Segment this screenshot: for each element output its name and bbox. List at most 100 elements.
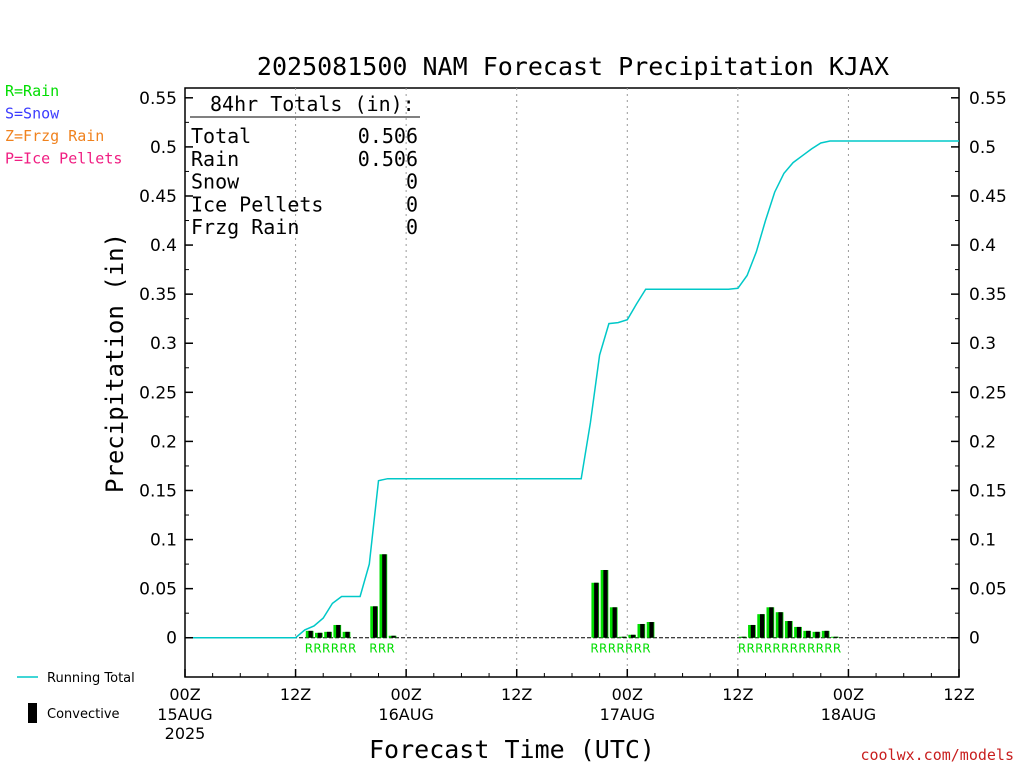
- y-tick-label-left: 0.05: [139, 580, 177, 600]
- chart-title: 2025081500 NAM Forecast Precipitation KJ…: [257, 52, 889, 81]
- x-tick-label: 12Z: [501, 685, 532, 704]
- x-tick-label: 12Z: [280, 685, 311, 704]
- x-tick-date: 17AUG: [600, 705, 655, 724]
- convective-bar: [308, 630, 313, 638]
- convective-bar: [806, 630, 811, 638]
- y-tick-label-right: 0.1: [969, 531, 996, 551]
- convective-bar: [603, 569, 608, 638]
- y-tick-label-right: 0.2: [969, 432, 996, 452]
- convective-bar: [630, 634, 636, 638]
- running-total-line: [185, 140, 959, 639]
- convective-bar: [372, 606, 378, 638]
- x-axis-title: Forecast Time (UTC): [369, 735, 655, 764]
- ptype-labels: RRRRRR RRR RRRRRRR RRRRRRRRRRRR: [305, 642, 842, 656]
- totals-row-value: 0: [406, 215, 418, 239]
- convective-bar: [382, 554, 387, 638]
- convective-bar: [612, 607, 617, 638]
- convective-legend-swatch: [28, 703, 37, 723]
- y-tick-label-right: 0.4: [969, 236, 996, 256]
- y-tick-label-left: 0.1: [150, 531, 177, 551]
- totals-heading: 84hr Totals (in):: [210, 92, 415, 116]
- convective-bar: [750, 624, 756, 638]
- convective-bar: [759, 614, 765, 638]
- y-tick-label-right: 0.15: [969, 481, 1007, 501]
- ptype-label-group: RRRRRRR: [590, 642, 650, 656]
- convective-bar: [649, 622, 654, 638]
- convective-bar: [621, 636, 627, 638]
- ptype-legend-item: Z=Frzg Rain: [5, 127, 104, 145]
- precip-bars: [305, 554, 839, 638]
- plot-frame: [184, 87, 960, 678]
- totals-row-label: Snow: [191, 170, 240, 194]
- convective-bar: [778, 612, 783, 638]
- ptype-legend-item: R=Rain: [5, 82, 59, 100]
- y-tick-label-right: 0.25: [969, 383, 1007, 403]
- convective-bar: [787, 621, 792, 638]
- convective-bar: [594, 582, 599, 638]
- y-tick-label-left: 0.15: [139, 481, 177, 501]
- totals-row-label: Ice Pellets: [191, 192, 323, 216]
- y-tick-label-left: 0.35: [139, 285, 177, 305]
- totals-rows: Total 0.506 Rain 0.506 Snow 0 Ice Pellets 0 Frzg…: [191, 124, 418, 239]
- ptype-label-group: RRR: [369, 642, 395, 656]
- y-tick-label-right: 0.5: [969, 138, 996, 158]
- convective-bar: [769, 607, 774, 638]
- y-tick-label-right: 0: [969, 629, 980, 649]
- y-tick-label-left: 0.5: [150, 138, 177, 158]
- totals-box: 84hr Totals (in): Total 0.506 Rain 0.506 Sno…: [190, 92, 420, 239]
- totals-row-value: 0.506: [358, 124, 418, 148]
- convective-bar: [317, 632, 322, 638]
- convective-bar: [824, 630, 829, 638]
- x-tick-label: 00Z: [612, 685, 643, 704]
- convective-bar: [336, 624, 341, 638]
- footer-credit: coolwx.com/models: [860, 746, 1014, 764]
- convective-bar: [345, 631, 350, 638]
- y-tick-label-left: 0.3: [150, 334, 177, 354]
- x-tick-date: 16AUG: [378, 705, 433, 724]
- vertical-gridlines: [295, 88, 849, 677]
- x-tick-label: 00Z: [169, 685, 200, 704]
- ptype-legend-item: S=Snow: [5, 105, 60, 123]
- ptype-legend: R=Rain S=Snow Z=Frzg Rain P=Ice Pellets: [5, 82, 122, 168]
- ptype-label-group: RRRRRRRRRRRR: [738, 642, 842, 656]
- totals-row-label: Rain: [191, 147, 239, 171]
- x-tick-label: 00Z: [390, 685, 421, 704]
- totals-row-value: 0: [406, 192, 418, 216]
- x-tick-label: 12Z: [943, 685, 974, 704]
- x-tick-label: 00Z: [833, 685, 864, 704]
- y-tick-label-left: 0.25: [139, 383, 177, 403]
- convective-bar: [833, 636, 838, 638]
- y-tick-label-right: 0.05: [969, 580, 1007, 600]
- totals-row-label: Frzg Rain: [191, 215, 299, 239]
- y-tick-label-left: 0.45: [139, 187, 177, 207]
- series-legend: Running Total Convective: [17, 671, 135, 723]
- y-axis-title: Precipitation (in): [101, 233, 129, 493]
- x-tick-year: 2025: [165, 724, 206, 743]
- totals-row-value: 0: [406, 170, 418, 194]
- y-tick-label-right: 0.45: [969, 187, 1007, 207]
- totals-row-value: 0.506: [358, 147, 418, 171]
- convective-bar: [640, 623, 645, 638]
- convective-bar: [391, 635, 396, 638]
- convective-bar: [796, 626, 802, 638]
- y-tick-label-right: 0.3: [969, 334, 996, 354]
- y-axis-right: 0 0.05 0.1 0.15 0.2 0.25 0.3 0.35 0.4 0.45 0.5 0.55: [951, 89, 1007, 649]
- convective-legend-label: Convective: [47, 707, 120, 722]
- y-tick-label-left: 0.55: [139, 89, 177, 109]
- y-tick-label-right: 0.55: [969, 89, 1007, 109]
- y-tick-label-left: 0: [166, 629, 177, 649]
- y-axis-left: 0 0.05 0.1 0.15 0.2 0.25 0.3 0.35 0.4 0.45 0.5 0.55: [139, 89, 193, 649]
- convective-bar: [326, 631, 332, 638]
- y-tick-label-left: 0.2: [150, 432, 177, 452]
- convective-bar: [741, 636, 746, 638]
- running-total-legend-label: Running Total: [47, 671, 135, 686]
- y-tick-label-right: 0.35: [969, 285, 1007, 305]
- totals-row-label: Total: [191, 124, 251, 148]
- ptype-label-group: RRRRRR: [305, 642, 357, 656]
- y-tick-label-left: 0.4: [150, 236, 177, 256]
- x-tick-date: 18AUG: [821, 705, 876, 724]
- x-tick-label: 12Z: [722, 685, 753, 704]
- convective-bar: [815, 631, 820, 638]
